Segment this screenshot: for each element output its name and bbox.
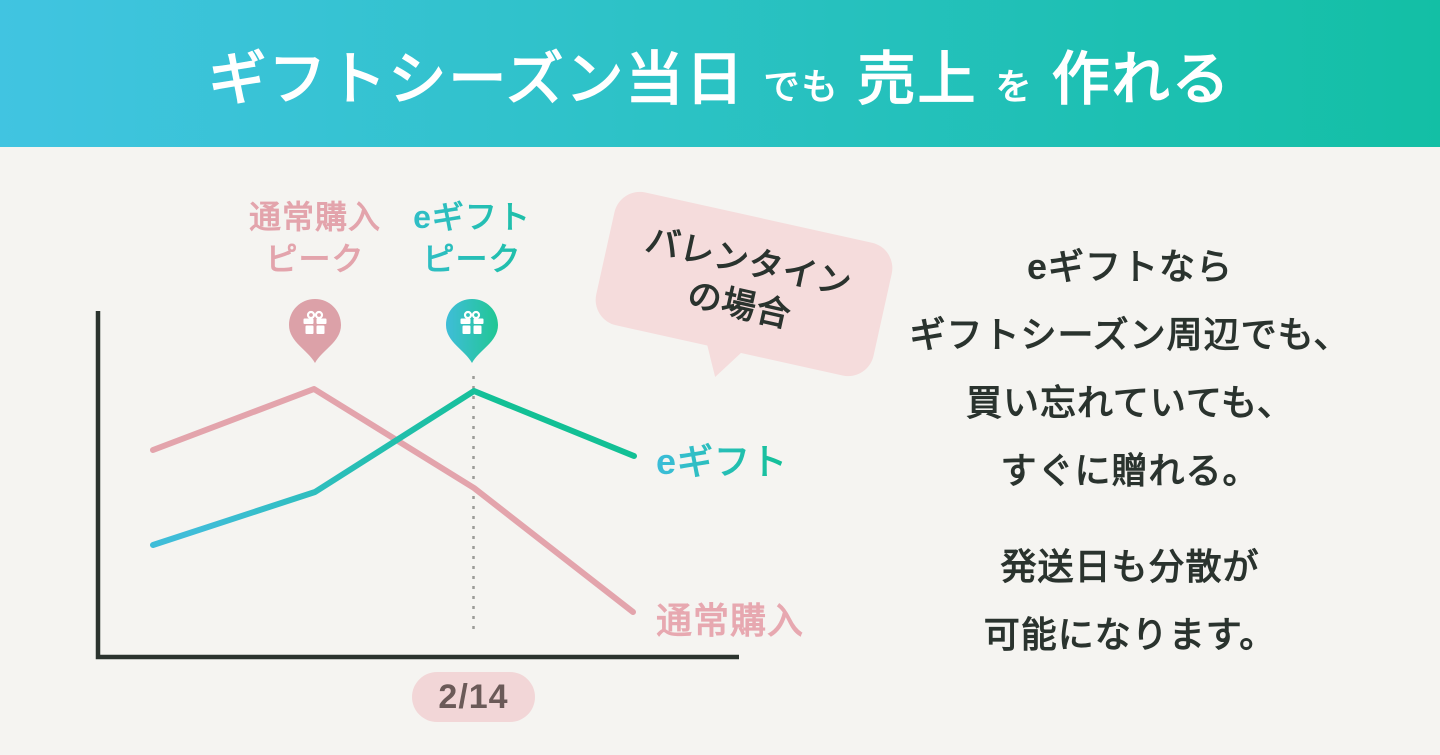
peak-label-egift-line2: ピーク [342, 238, 602, 280]
line-egift [150, 388, 637, 548]
pin-shape [289, 299, 341, 363]
peak-label-normal-line2: ピーク [265, 241, 365, 277]
x-tick-pill: 2/14 [412, 672, 535, 722]
pin-shape [446, 299, 498, 363]
description-line: 発送日も分散が [1000, 546, 1260, 587]
axis [95, 311, 739, 660]
pin-marker-normal [289, 299, 341, 363]
title-part-3: 売上 [857, 46, 978, 112]
description-line: 可能になります。 [983, 614, 1277, 655]
peak-label-normal: 通常購入 ピーク [185, 196, 445, 280]
header-banner: ギフトシーズン当日 でも 売上 を 作れる [0, 0, 1440, 147]
series-label-normal: 通常購入 [656, 600, 805, 641]
pin-marker-egift [446, 299, 498, 363]
description-line: ギフトシーズン周辺でも、 [909, 314, 1351, 355]
description-line: eギフトなら [1026, 246, 1234, 287]
title-part-4: を [995, 65, 1034, 107]
page-title: ギフトシーズン当日 でも 売上 を 作れる [208, 32, 1231, 116]
title-part-2: でも [763, 65, 840, 107]
gift-icon [460, 310, 484, 334]
description-line: 買い忘れていても、 [966, 382, 1294, 423]
title-part-5: 作れる [1051, 46, 1232, 112]
line-normal [150, 386, 636, 615]
peak-label-egift: eギフト ピーク [342, 196, 602, 280]
x-tick-label: 2/14 [438, 677, 509, 716]
title-part-1: ギフトシーズン当日 [208, 46, 746, 112]
description-text: eギフトなら ギフトシーズン周辺でも、 買い忘れていても、 すぐに贈れる。 発送… [880, 233, 1380, 669]
description-line: すぐに贈れる。 [1000, 450, 1260, 491]
peak-label-egift-line1: eギフト [342, 196, 602, 238]
series-label-egift: eギフト [656, 433, 788, 485]
peak-label-normal-line1: 通常購入 [248, 199, 381, 235]
gift-icon [303, 310, 327, 334]
